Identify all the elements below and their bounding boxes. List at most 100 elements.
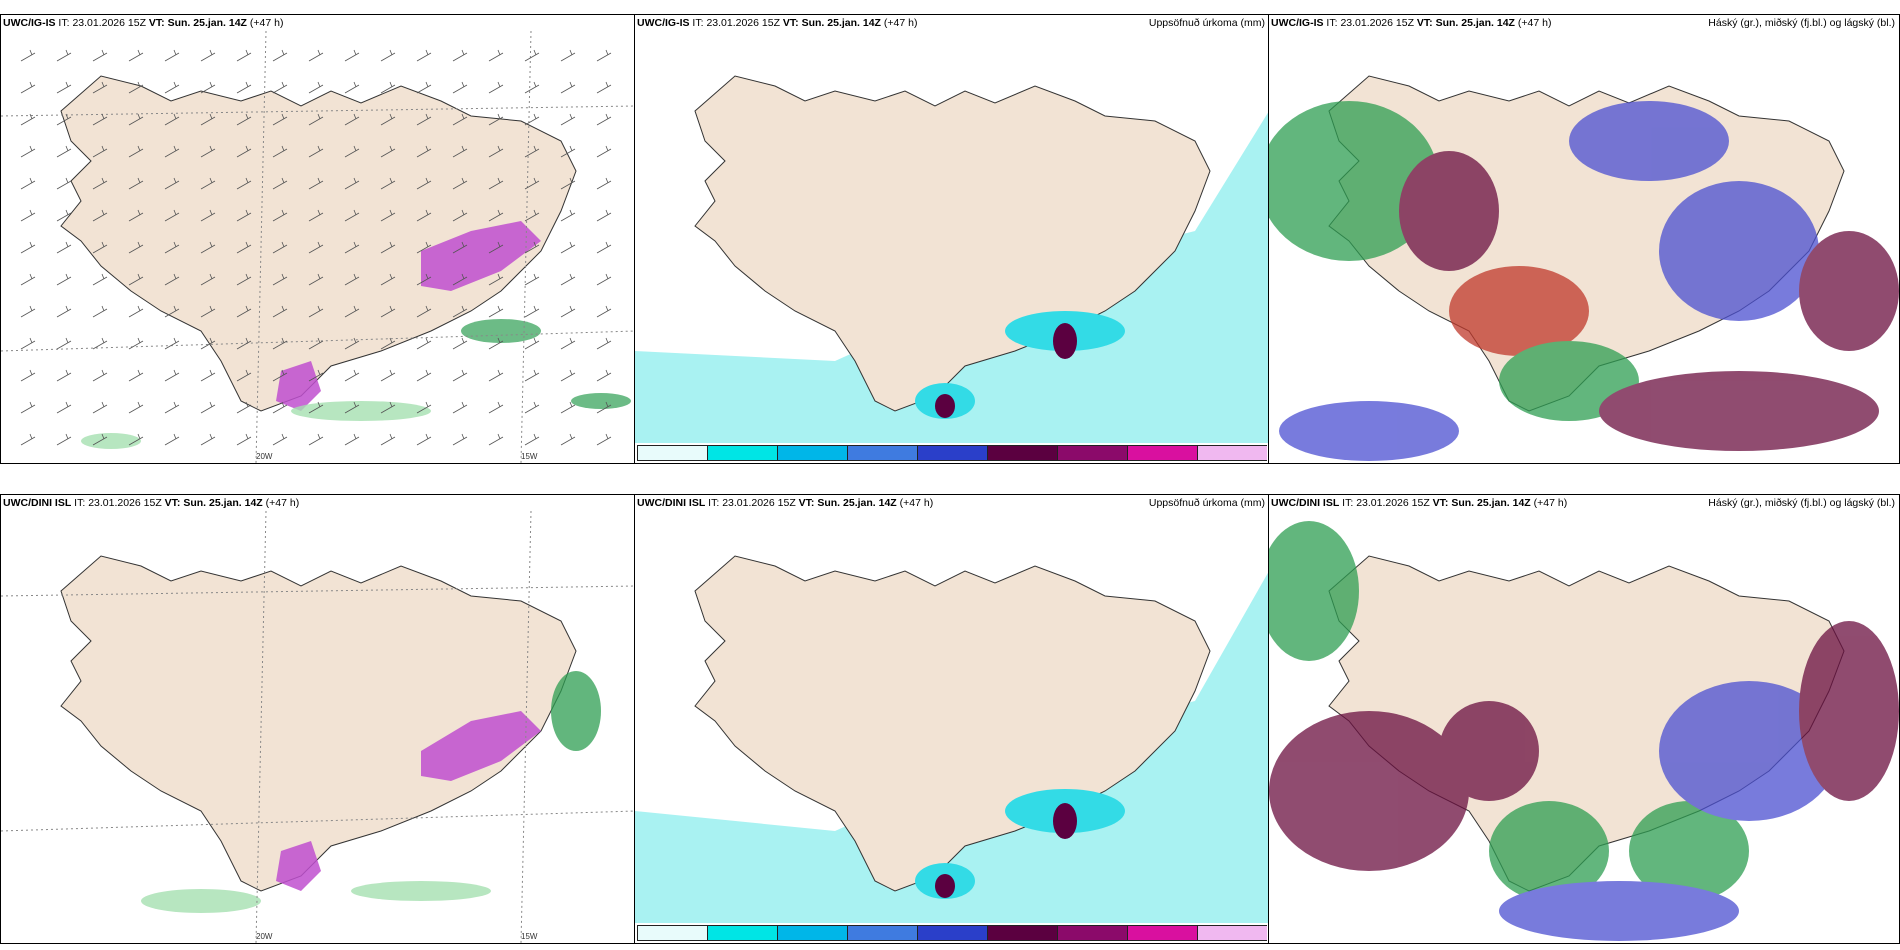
- wind-barb: [128, 49, 144, 62]
- wind-barb: [560, 177, 576, 190]
- wind-barb: [128, 145, 144, 158]
- precip-max: [935, 394, 955, 418]
- colorbar-swatch: [707, 445, 777, 461]
- wind-barb: [128, 241, 144, 254]
- wind-barb: [92, 433, 108, 446]
- wind-barb: [344, 145, 360, 158]
- wind-barb: [20, 273, 36, 286]
- wind-barb: [272, 49, 288, 62]
- wind-barb: [92, 369, 108, 382]
- wind-barb: [380, 241, 396, 254]
- wind-barb: [452, 113, 468, 126]
- wind-barb: [452, 273, 468, 286]
- wind-barb: [236, 241, 252, 254]
- wind-barb: [128, 369, 144, 382]
- wind-barb: [164, 273, 180, 286]
- map-canvas: [635, 31, 1269, 443]
- wind-barb: [20, 113, 36, 126]
- wind-barb: [596, 177, 612, 190]
- wind-barb: [596, 401, 612, 414]
- wind-barb: [344, 241, 360, 254]
- wind-barb: [56, 337, 72, 350]
- wind-barb: [416, 369, 432, 382]
- wind-barb: [56, 401, 72, 414]
- panel-clouds-dini: UWC/DINI ISL IT: 23.01.2026 15Z VT: Sun.…: [1268, 494, 1900, 944]
- wind-barb: [92, 209, 108, 222]
- wind-barb: [308, 241, 324, 254]
- wind-barb: [200, 81, 216, 94]
- wind-barb: [416, 273, 432, 286]
- iceland-land: [694, 555, 1211, 892]
- wind-barb: [344, 273, 360, 286]
- wind-barb: [272, 337, 288, 350]
- wind-barb: [452, 209, 468, 222]
- iceland-land: [60, 555, 577, 892]
- wind-barb: [596, 305, 612, 318]
- wind-barb: [20, 433, 36, 446]
- precip-pink: [421, 711, 541, 781]
- wind-barb: [560, 209, 576, 222]
- wind-barb: [128, 401, 144, 414]
- wind-barb: [128, 337, 144, 350]
- wind-barb: [308, 81, 324, 94]
- map-canvas: [635, 511, 1269, 923]
- wind-barb: [92, 113, 108, 126]
- wind-barb: [308, 273, 324, 286]
- wind-barb: [596, 433, 612, 446]
- colorbar-swatch: [1057, 445, 1127, 461]
- wind-barb: [596, 337, 612, 350]
- wind-barb: [416, 49, 432, 62]
- wind-barb: [524, 433, 540, 446]
- precip-pink: [276, 221, 541, 411]
- wind-barb: [236, 49, 252, 62]
- wind-barb: [272, 273, 288, 286]
- wind-barb: [560, 113, 576, 126]
- wind-barb: [380, 337, 396, 350]
- wind-barb: [308, 305, 324, 318]
- wind-barb: [164, 401, 180, 414]
- wind-barb: [596, 273, 612, 286]
- colorbar-swatch: [777, 925, 847, 941]
- wind-barb: [200, 305, 216, 318]
- wind-barb: [380, 49, 396, 62]
- wind-barb: [92, 401, 108, 414]
- wind-barb: [56, 177, 72, 190]
- wind-barb: [524, 49, 540, 62]
- wind-barb: [164, 81, 180, 94]
- wind-barb: [308, 177, 324, 190]
- wind-barb: [596, 145, 612, 158]
- wind-barb: [236, 177, 252, 190]
- wind-barb: [560, 401, 576, 414]
- wind-barb: [488, 177, 504, 190]
- wind-barb: [92, 81, 108, 94]
- colorbar-swatch: [1057, 925, 1127, 941]
- wind-barb: [20, 369, 36, 382]
- wind-barb: [524, 81, 540, 94]
- wind-barb: [308, 145, 324, 158]
- precip-pink: [276, 841, 321, 891]
- colorbar-swatch: [1197, 925, 1267, 941]
- iceland-land: [694, 75, 1211, 412]
- wind-barb: [488, 209, 504, 222]
- wind-barb: [380, 433, 396, 446]
- wind-barb: [164, 113, 180, 126]
- wind-barb: [344, 177, 360, 190]
- wind-barb: [236, 305, 252, 318]
- wind-barb: [452, 49, 468, 62]
- wind-barb: [488, 401, 504, 414]
- wind-barb: [20, 241, 36, 254]
- lon-label-20w: 20W: [256, 932, 273, 941]
- panel-title: UWC/IG-IS IT: 23.01.2026 15Z VT: Sun. 25…: [1271, 17, 1552, 29]
- wind-barb: [164, 337, 180, 350]
- wind-barb: [344, 433, 360, 446]
- wind-barb: [164, 177, 180, 190]
- wind-barb: [236, 273, 252, 286]
- wind-barb: [200, 113, 216, 126]
- wind-barb: [416, 113, 432, 126]
- wind-barb: [308, 49, 324, 62]
- wind-barb: [92, 273, 108, 286]
- wind-barb: [596, 49, 612, 62]
- wind-barb: [416, 305, 432, 318]
- colorbar: 110255075100150200400: [637, 925, 1267, 941]
- wind-barb: [56, 49, 72, 62]
